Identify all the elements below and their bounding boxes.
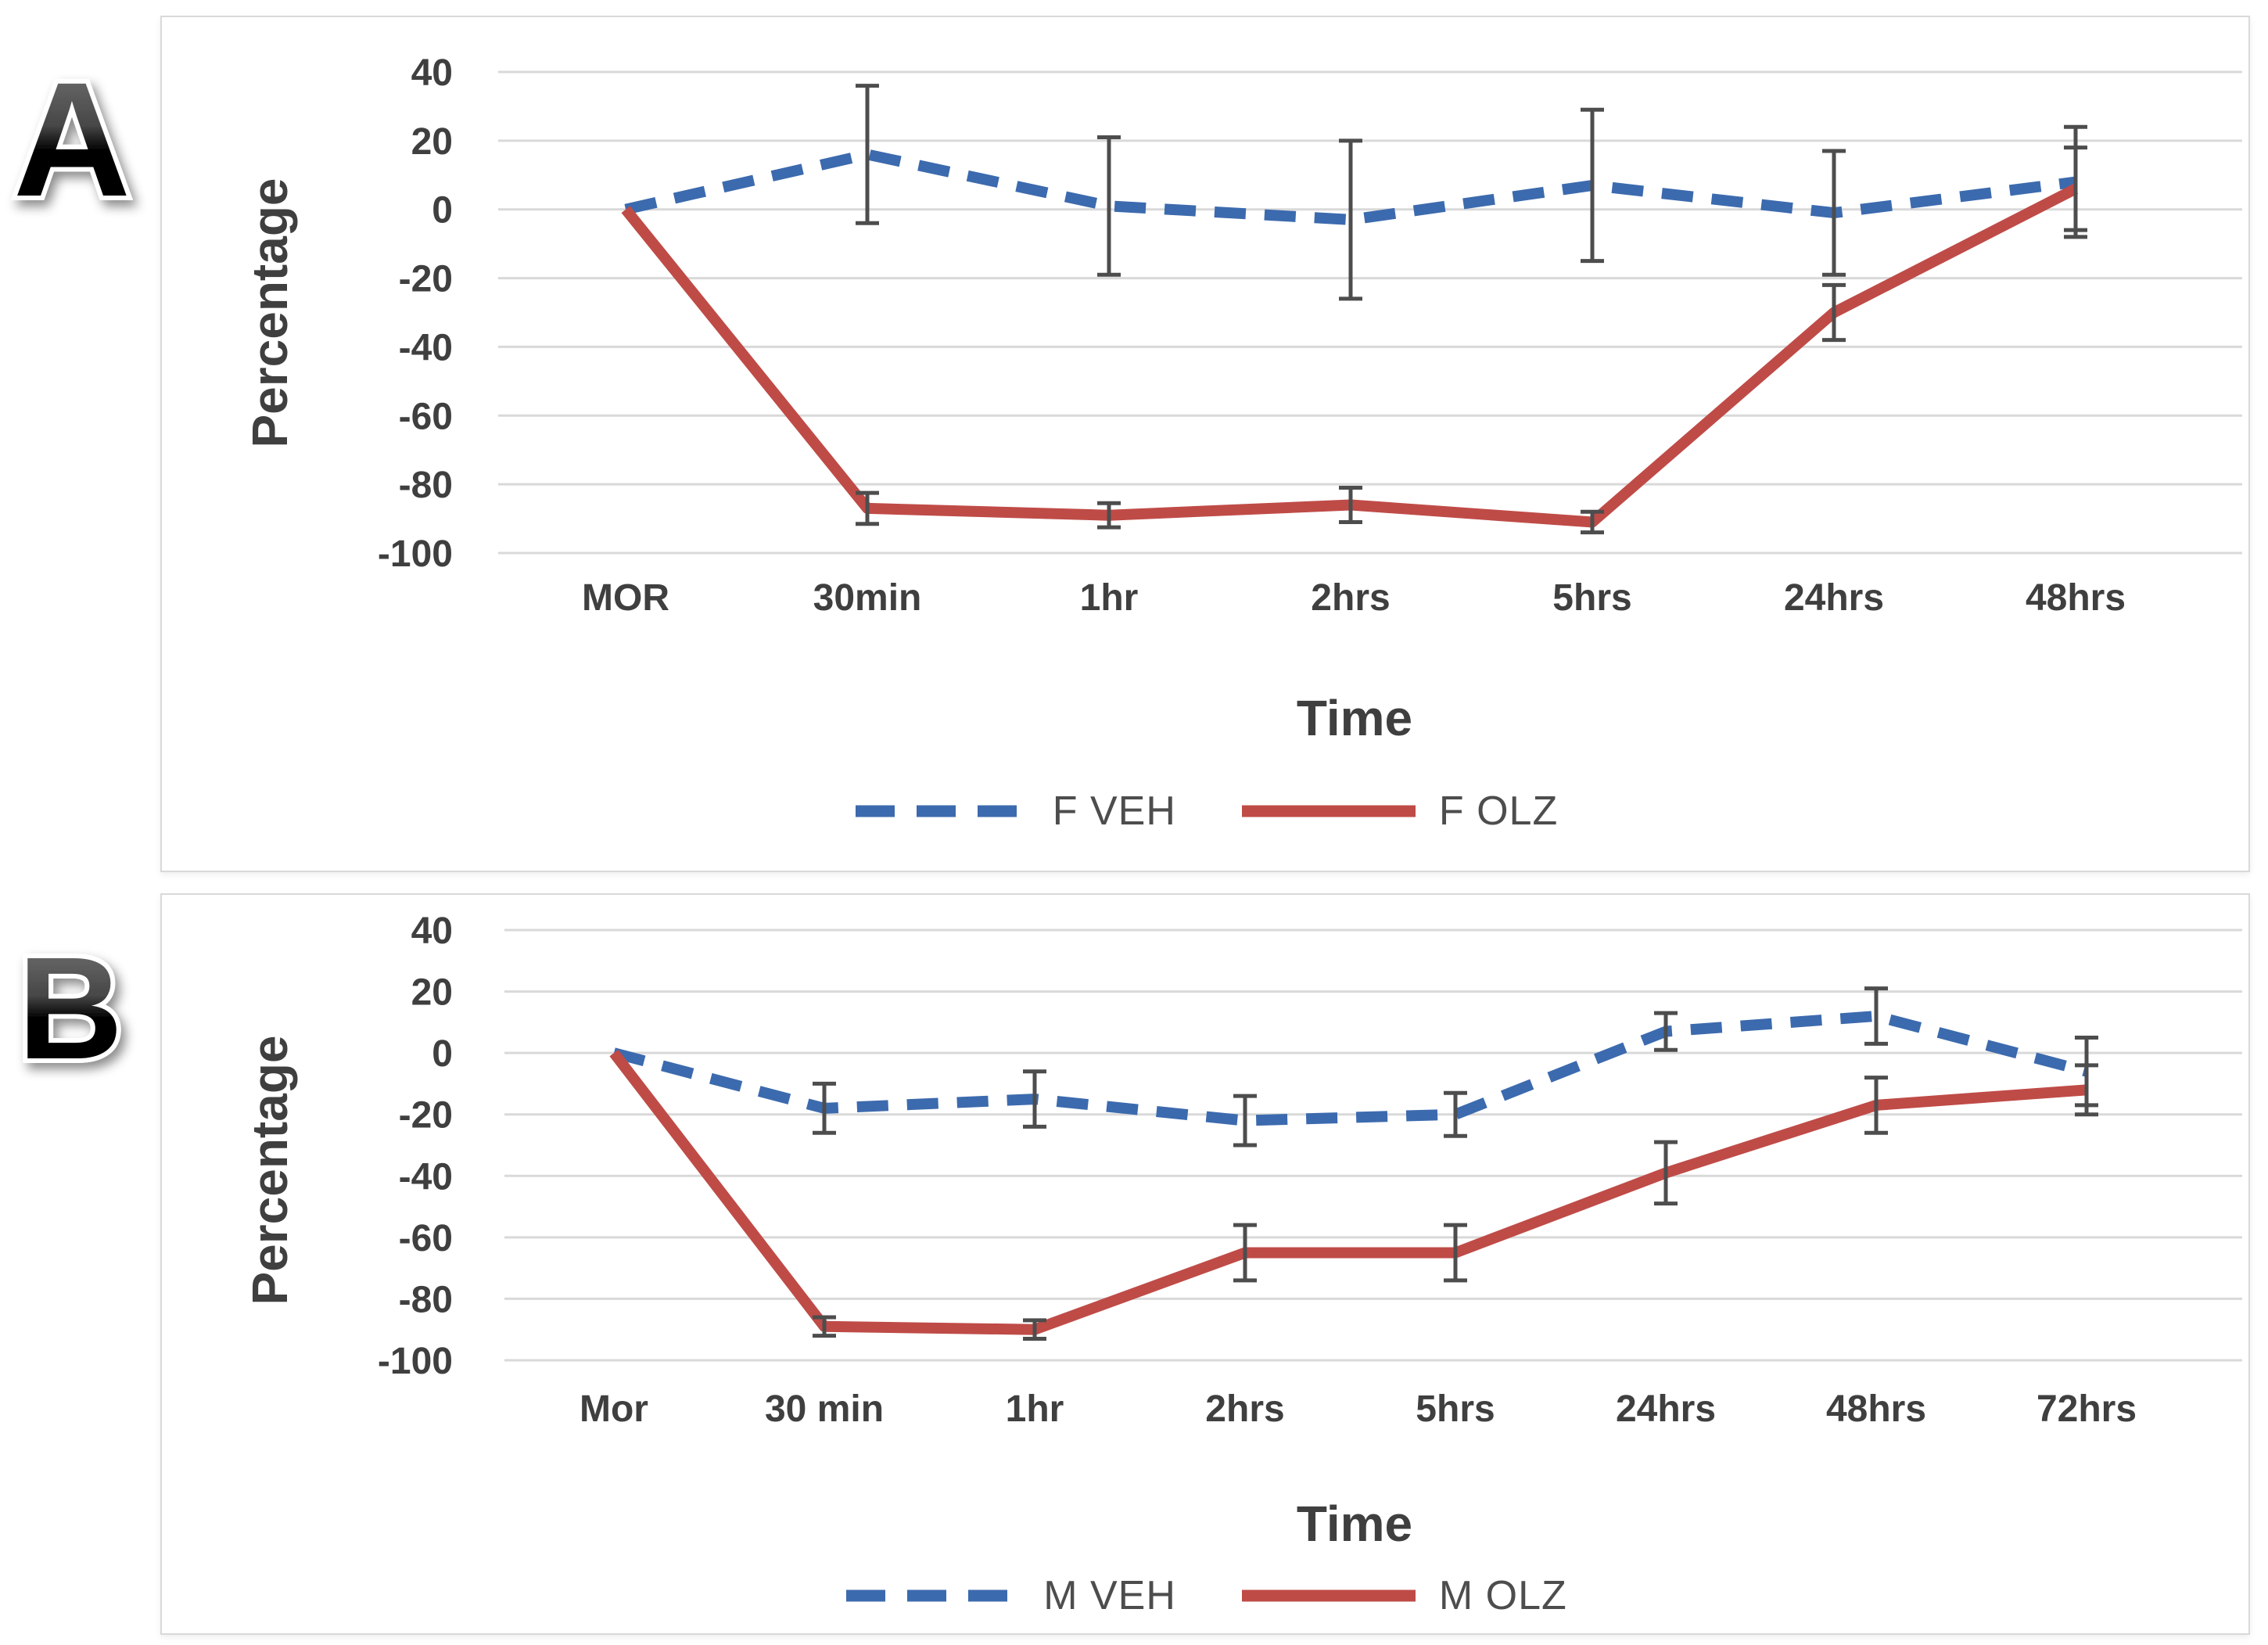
error-bar-f-olz-1hr — [1097, 501, 1121, 530]
y-tick-label--20: -20 — [399, 259, 453, 300]
error-bar-m-olz-5hrs — [1444, 1223, 1467, 1283]
error-bar-m-olz-72hrs — [2075, 1063, 2098, 1117]
x-tick-label-30-min: 30 min — [765, 1388, 884, 1430]
y-tick-label--80: -80 — [399, 465, 453, 506]
legend-label-f-veh: F VEH — [1052, 788, 1176, 834]
chart-b-legend: M VEH M OLZ — [162, 1572, 2248, 1619]
legend-item-f-olz: F OLZ — [1239, 788, 1558, 835]
x-tick-label-24hrs: 24hrs — [1616, 1388, 1716, 1430]
y-tick-label-0: 0 — [432, 190, 453, 232]
x-tick-label-1hr: 1hr — [1006, 1388, 1064, 1430]
y-axis-title: Percentage — [242, 1035, 298, 1305]
y-axis-title: Percentage — [242, 178, 298, 447]
legend-item-m-veh: M VEH — [843, 1572, 1176, 1619]
x-axis-title: Time — [1297, 690, 1412, 746]
x-tick-label-2hrs: 2hrs — [1311, 577, 1390, 619]
y-tick-label-0: 0 — [432, 1033, 453, 1075]
legend-label-m-olz: M OLZ — [1438, 1573, 1567, 1618]
y-tick-label--60: -60 — [399, 396, 453, 437]
x-tick-label-mor: Mor — [580, 1388, 648, 1430]
chart-b-svg: 40 20 0 -20 -40 -60 -80 -100 Mor 30 min 1hr 2hrs 5hr… — [242, 910, 2242, 1552]
panel-label-a-graphic: A — [9, 45, 135, 235]
legend-item-f-veh: F VEH — [852, 788, 1176, 835]
chart-a-legend: F VEH F OLZ — [162, 788, 2248, 835]
error-bar-m-veh-5hrs — [1444, 1090, 1467, 1138]
error-bar-m-veh-1hr — [1023, 1069, 1046, 1129]
chart-a-svg: 40 20 0 -20 -40 -60 -80 -100 MOR 30min 1hr 2hrs 5hrs… — [242, 52, 2242, 746]
y-tick-label--40: -40 — [399, 1156, 453, 1198]
y-tick-label-20: 20 — [411, 972, 453, 1014]
error-bar-f-veh-24hrs — [1822, 149, 1846, 277]
series-line-m-veh — [612, 1011, 2088, 1126]
error-bar-f-veh-1hr — [1097, 135, 1121, 277]
error-bar-m-veh-48hrs — [1864, 986, 1888, 1046]
y-tick-label--100: -100 — [378, 1341, 453, 1382]
error-bar-f-olz-30min — [856, 490, 879, 526]
chart-panel-b: 40 20 0 -20 -40 -60 -80 -100 Mor 30 min 1hr 2hrs 5hr… — [160, 893, 2250, 1635]
x-tick-label-48hrs: 48hrs — [1826, 1388, 1926, 1430]
y-tick-label--40: -40 — [399, 327, 453, 368]
series-line-m-olz — [609, 1049, 2087, 1335]
x-tick-label-48hrs: 48hrs — [2026, 577, 2126, 619]
legend-dashed-line-icon — [855, 805, 1029, 817]
y-tick-label--60: -60 — [399, 1218, 453, 1259]
legend-label-m-veh: M VEH — [1043, 1573, 1176, 1618]
legend-item-m-olz: M OLZ — [1239, 1572, 1567, 1619]
panel-letter-b: B — [18, 928, 123, 1090]
error-bar-m-olz-24hrs — [1654, 1140, 1678, 1206]
legend-label-f-olz: F OLZ — [1438, 788, 1559, 834]
error-bar-m-veh-30-min — [813, 1081, 836, 1135]
y-tick-label-20: 20 — [411, 121, 453, 163]
y-tick-label--20: -20 — [399, 1095, 453, 1137]
error-bar-f-veh-5hrs — [1581, 107, 1604, 264]
x-tick-label-mor: MOR — [582, 577, 669, 619]
x-axis-title: Time — [1297, 1496, 1412, 1552]
error-bar-m-olz-30-min — [813, 1315, 836, 1338]
error-bar-m-olz-2hrs — [1233, 1223, 1257, 1283]
error-bar-f-olz-2hrs — [1339, 486, 1362, 524]
error-bar-m-olz-48hrs — [1864, 1076, 1888, 1135]
error-bar-f-olz-24hrs — [1822, 282, 1846, 343]
error-bar-f-olz-48hrs — [2064, 145, 2087, 232]
x-tick-label-30min: 30min — [813, 577, 922, 619]
legend-dashed-line-icon — [846, 1589, 1021, 1602]
panel-letter-a: A — [13, 49, 131, 231]
error-bar-f-veh-30min — [856, 84, 879, 225]
error-bar-f-olz-5hrs — [1581, 509, 1604, 535]
legend-solid-line-icon — [1241, 805, 1416, 817]
y-tick-label-40: 40 — [411, 52, 453, 94]
y-tick-label--80: -80 — [399, 1279, 453, 1320]
x-tick-label-24hrs: 24hrs — [1784, 577, 1884, 619]
x-tick-label-5hrs: 5hrs — [1416, 1388, 1495, 1430]
x-tick-label-5hrs: 5hrs — [1552, 577, 1631, 619]
x-tick-label-72hrs: 72hrs — [2037, 1388, 2137, 1430]
x-tick-label-1hr: 1hr — [1080, 577, 1139, 619]
panel-label-b-graphic: B — [13, 923, 127, 1094]
error-bar-m-veh-24hrs — [1654, 1011, 1678, 1052]
chart-panel-a: 40 20 0 -20 -40 -60 -80 -100 MOR 30min 1hr 2hrs 5hrs… — [160, 16, 2250, 872]
legend-solid-line-icon — [1241, 1589, 1416, 1602]
y-tick-label-40: 40 — [411, 910, 453, 952]
x-tick-label-2hrs: 2hrs — [1205, 1388, 1284, 1430]
y-tick-label--100: -100 — [378, 533, 453, 575]
error-bar-m-veh-2hrs — [1233, 1094, 1257, 1148]
error-bar-m-olz-1hr — [1023, 1318, 1046, 1341]
error-bar-f-veh-2hrs — [1339, 138, 1362, 301]
